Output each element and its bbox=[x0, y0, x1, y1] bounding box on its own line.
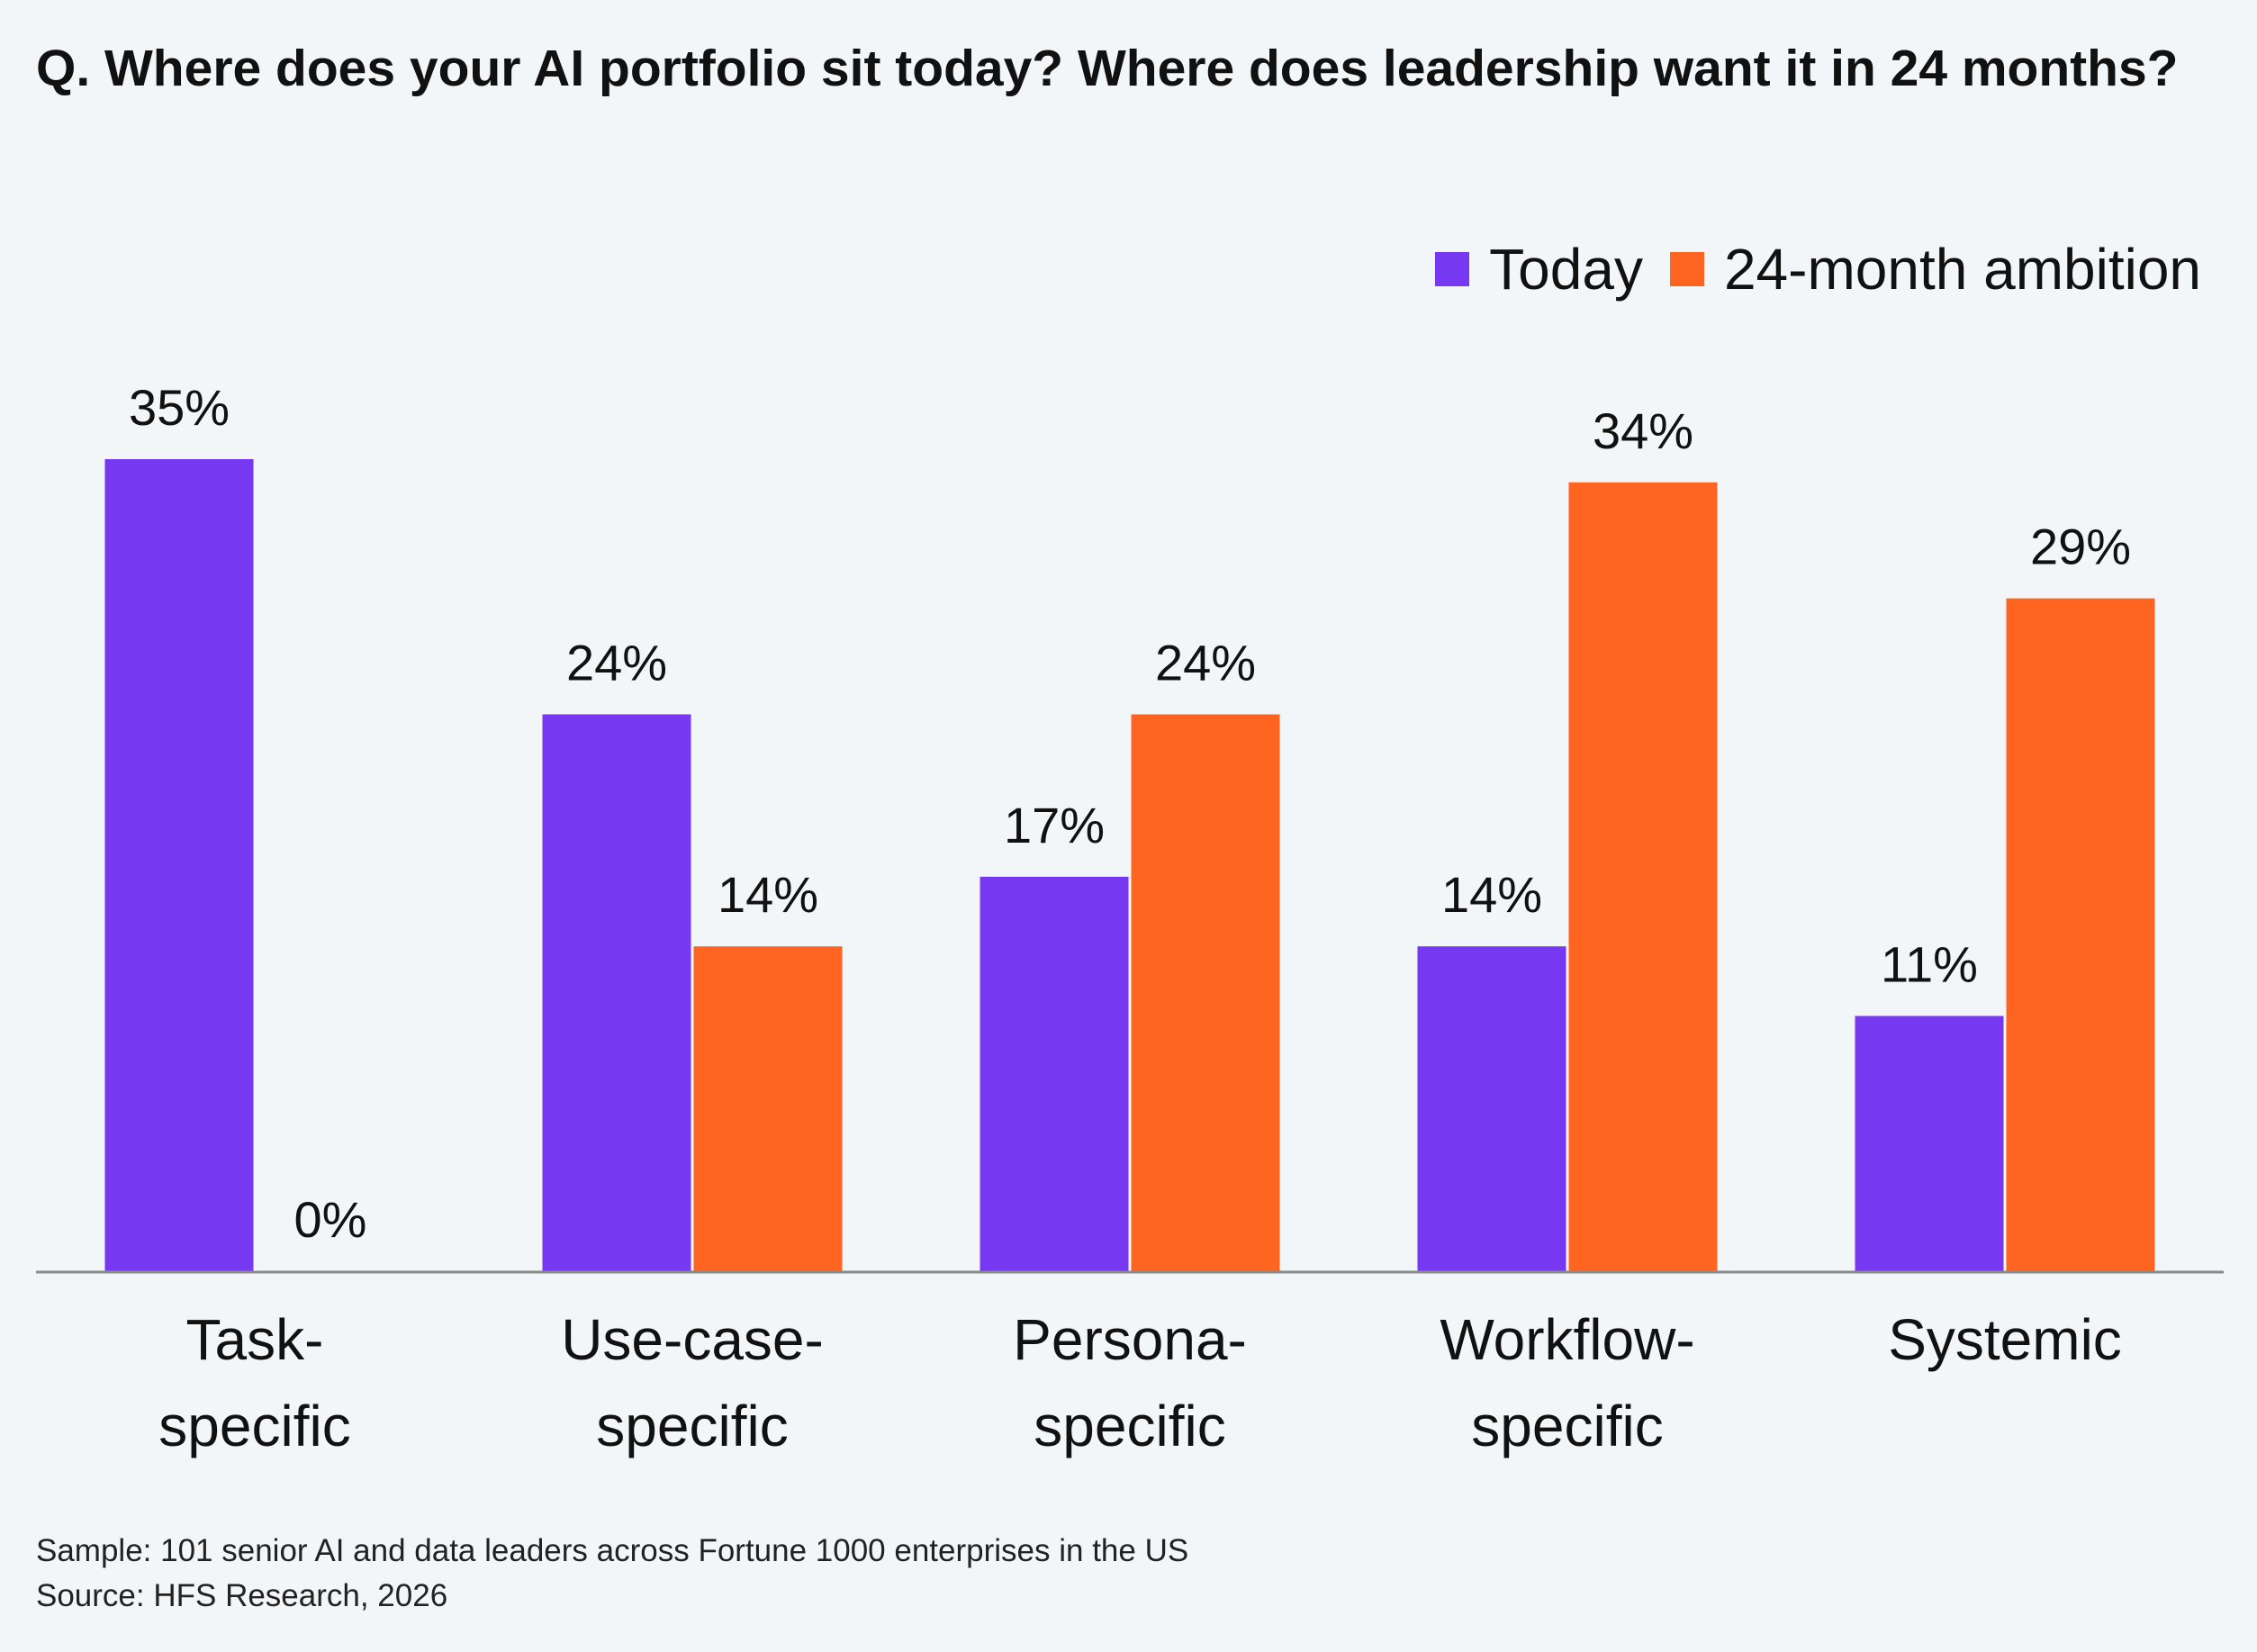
bar-today-2 bbox=[980, 876, 1129, 1271]
bar-ambition-2 bbox=[1131, 714, 1280, 1271]
bar-today-3 bbox=[1417, 946, 1566, 1271]
category-label-1-0: Use-case- bbox=[561, 1307, 824, 1372]
legend-item-ambition: 24-month ambition bbox=[1669, 236, 2201, 302]
data-label-ambition-3: 34% bbox=[1593, 402, 1693, 459]
data-label-today-1: 24% bbox=[566, 634, 667, 691]
category-label-0-0: Task- bbox=[186, 1307, 324, 1372]
category-label-2-1: specific bbox=[1034, 1394, 1225, 1458]
legend-label-ambition: 24-month ambition bbox=[1723, 237, 2201, 302]
category-label-0-1: specific bbox=[158, 1394, 350, 1458]
chart-title: Q. Where does your AI portfolio sit toda… bbox=[36, 40, 2179, 97]
legend: Today 24-month ambition bbox=[1435, 236, 2201, 302]
footnote: Sample: 101 senior AI and data leaders a… bbox=[36, 1529, 1188, 1619]
bar-today-4 bbox=[1855, 1016, 2004, 1271]
legend-label-today: Today bbox=[1489, 237, 1643, 302]
category-label-3-0: Workflow- bbox=[1440, 1307, 1694, 1372]
bar-ambition-3 bbox=[1568, 482, 1718, 1271]
data-label-today-3: 14% bbox=[1441, 866, 1542, 923]
data-label-ambition-2: 24% bbox=[1155, 634, 1256, 691]
bar-ambition-1 bbox=[693, 946, 843, 1271]
legend-item-today: Today bbox=[1435, 236, 1643, 302]
category-label-2-0: Persona- bbox=[1013, 1307, 1247, 1372]
category-label-1-1: specific bbox=[596, 1394, 788, 1458]
data-label-today-0: 35% bbox=[129, 379, 230, 436]
bar-today-0 bbox=[104, 459, 254, 1271]
bar-today-1 bbox=[542, 714, 691, 1271]
legend-swatch-today bbox=[1435, 252, 1470, 286]
category-label-4-0: Systemic bbox=[1888, 1307, 2122, 1372]
data-label-ambition-1: 14% bbox=[718, 866, 818, 923]
data-label-ambition-0: 0% bbox=[294, 1191, 367, 1248]
data-label-today-4: 11% bbox=[1881, 936, 1978, 993]
category-label-3-1: specific bbox=[1471, 1394, 1663, 1458]
footnote-sample: Sample: 101 senior AI and data leaders a… bbox=[36, 1533, 1189, 1568]
legend-swatch-ambition bbox=[1669, 252, 1704, 286]
data-label-today-2: 17% bbox=[1004, 797, 1105, 853]
data-label-ambition-4: 29% bbox=[2030, 519, 2131, 575]
footnote-source: Source: HFS Research, 2026 bbox=[36, 1578, 448, 1613]
bar-ambition-4 bbox=[2006, 598, 2155, 1271]
